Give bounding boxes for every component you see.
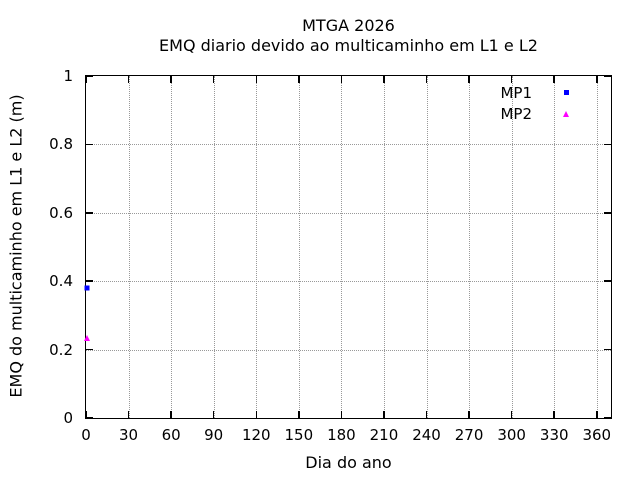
chart-title-line1: MTGA 2026 [302,16,395,35]
legend-item-mp2: MP2 [500,103,576,124]
y-tick-mark-right [604,280,611,282]
x-tick-mark [212,411,215,418]
y-gridline [86,281,611,283]
data-point-mp2 [84,334,91,341]
y-tick-label: 0.4 [49,272,73,291]
legend-label: MP2 [500,104,532,123]
x-tick-label: 90 [204,426,224,444]
x-tick-mark-top [425,76,428,83]
x-tick-label: 0 [81,426,91,444]
x-gridline [554,76,556,418]
y-tick-mark [86,212,93,214]
x-tick-mark-top [298,76,300,83]
x-tick-label: 300 [497,426,526,444]
x-tick-mark-top [510,76,513,83]
x-tick-mark-top [212,76,215,83]
x-tick-mark-top [85,76,87,83]
y-tick-label: 1 [63,67,73,85]
y-tick-label: 0 [63,409,73,427]
x-gridline [213,76,215,418]
x-tick-mark-top [340,76,343,83]
y-tick-mark [86,348,93,351]
x-tick-label: 360 [582,426,612,444]
x-tick-mark-top [468,76,470,83]
plot-area: 0 30 60 90 120 150 180 210 240 270 300 330 360 0 0.2 0.… [49,67,612,444]
x-tick-label: 120 [241,426,271,444]
x-tick-label: 180 [327,426,356,444]
x-tick-mark-top [255,76,258,83]
x-tick-mark-top [127,76,130,83]
x-tick-label: 330 [539,426,569,444]
x-tick-label: 60 [161,426,181,444]
x-tick-mark [596,411,598,418]
x-tick-label: 150 [284,426,314,444]
y-tick-label: 0.8 [49,135,73,154]
x-tick-label: 30 [119,426,139,444]
x-gridline [128,76,130,418]
y-tick-label: 0.6 [49,203,73,222]
x-tick-mark [85,411,87,418]
y-gridline [86,144,611,146]
chart-title-line2: EMQ diario devido ao multicaminho em L1 … [159,36,538,55]
y-tick-label: 0.2 [49,340,73,359]
x-tick-label: 270 [454,426,484,444]
x-gridline [511,76,513,418]
chart-title: MTGA 2026 EMQ diario devido ao multicami… [85,16,612,56]
legend-label: MP1 [500,83,532,102]
x-gridline [469,76,471,418]
x-gridline [596,76,598,418]
y-tick-mark [86,143,93,146]
y-tick-mark-right [604,75,611,77]
legend-marker-cell [556,90,576,95]
x-tick-mark-top [170,76,172,83]
x-tick-mark [170,411,172,418]
x-tick-mark [255,411,258,418]
x-gridline [171,76,173,418]
y-tick-mark-right [604,348,611,351]
x-tick-mark [510,411,513,418]
x-tick-mark [425,411,428,418]
x-tick-label: 240 [412,426,441,444]
x-tick-mark [383,411,385,418]
x-tick-mark [127,411,130,418]
data-point-mp1 [84,285,90,291]
y-tick-mark-right [604,417,611,419]
x-tick-mark-top [383,76,385,83]
y-tick-mark [86,280,93,282]
y-tick-mark-right [604,212,611,214]
x-gridline [341,76,343,418]
x-tick-mark [340,411,343,418]
x-tick-mark [468,411,470,418]
x-axis-label: Dia do ano [305,453,392,472]
x-tick-mark-top [553,76,555,83]
x-gridline [426,76,428,418]
y-tick-mark-right [604,143,611,146]
x-gridline [256,76,258,418]
y-gridline [86,349,611,351]
y-tick-mark [86,417,93,419]
legend-marker-cell [556,110,576,117]
y-gridline [86,212,611,214]
triangle-marker-icon [563,110,569,117]
x-tick-mark [298,411,300,418]
x-tick-label: 210 [369,426,399,444]
y-tick-mark [86,75,93,77]
legend-item-mp1: MP1 [500,82,576,103]
x-gridline [383,76,385,418]
x-gridline [298,76,300,418]
square-marker-icon [563,90,569,95]
x-tick-mark-top [596,76,598,83]
x-tick-mark [553,411,555,418]
